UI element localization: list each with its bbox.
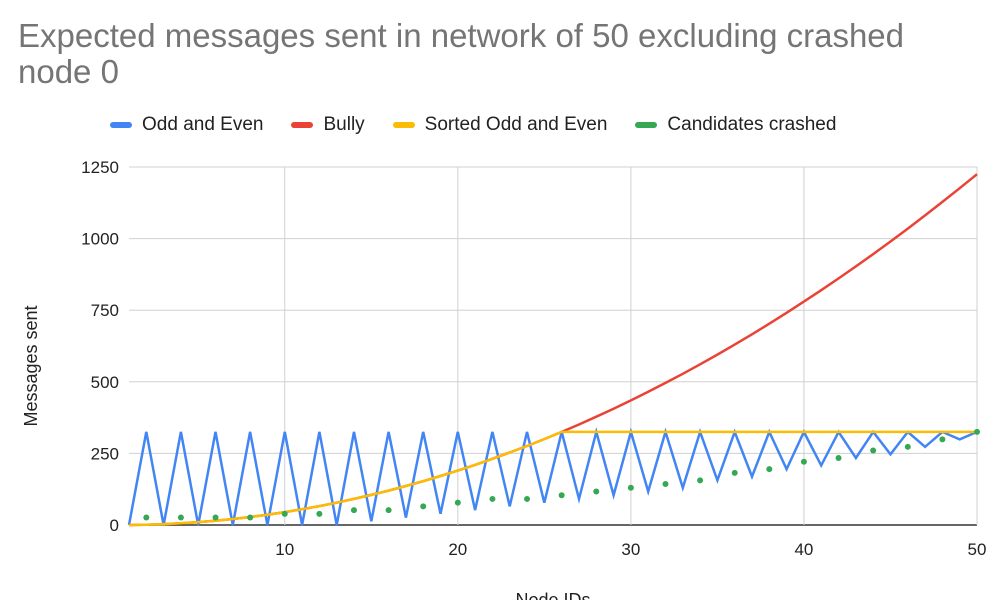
candidates-crashed-point [385, 507, 392, 514]
candidates-crashed-point [766, 466, 773, 473]
x-tick-label: 20 [448, 540, 467, 559]
y-tick-label: 0 [110, 516, 119, 535]
candidates-crashed-point [731, 469, 738, 476]
tick-labels: 0 250 500 750 1000 1250 10 20 30 40 50 [81, 158, 986, 559]
candidates-crashed-point [489, 495, 496, 502]
x-tick-label: 30 [621, 540, 640, 559]
sorted-odd-and-even-line [128, 430, 977, 527]
grid-lines [129, 166, 978, 526]
legend-label-sorted-odd-even: Sorted Odd and Even [424, 114, 608, 135]
legend-swatch-sorted-odd-even [392, 122, 415, 128]
candidates-crashed-point [454, 499, 461, 506]
candidates-crashed-point [939, 436, 946, 443]
legend-swatch-bully [291, 122, 314, 128]
candidates-crashed-point [177, 514, 184, 521]
legend-label-bully: Bully [323, 114, 365, 135]
odd-and-even-line [127, 427, 978, 526]
candidates-crashed-point [870, 447, 877, 454]
chart-legend: Odd and Even Bully Sorted Odd and Even C… [110, 113, 836, 137]
series-layer [127, 173, 980, 527]
legend-swatch-candidates-crashed [635, 122, 658, 128]
candidates-crashed-point [697, 477, 704, 484]
legend-item-sorted-odd-even[interactable]: Sorted Odd and Even [392, 114, 608, 136]
candidates-crashed-point [974, 428, 980, 435]
x-tick-label: 50 [968, 540, 987, 559]
candidates-crashed-point [800, 458, 807, 465]
chart-title: Expected messages sent in network of 50 … [18, 17, 905, 90]
candidates-crashed-point [627, 484, 634, 491]
candidates-crashed-point [524, 495, 531, 502]
candidates-crashed-point [212, 514, 219, 521]
x-tick-label: 10 [275, 540, 294, 559]
legend-label-odd-even: Odd and Even [142, 114, 264, 135]
y-tick-label: 1250 [81, 158, 119, 177]
y-axis-label: Messages sent [21, 305, 41, 426]
candidates-crashed-point [420, 503, 427, 510]
legend-item-candidates-crashed[interactable]: Candidates crashed [635, 114, 836, 136]
candidates-crashed-point [593, 488, 600, 495]
x-tick-label: 40 [794, 540, 813, 559]
candidates-crashed-point [143, 514, 150, 521]
candidates-crashed-point [904, 443, 911, 450]
legend-item-odd-even[interactable]: Odd and Even [110, 114, 263, 136]
y-tick-label: 500 [91, 373, 119, 392]
candidates-crashed-point [558, 492, 565, 499]
candidates-crashed-point [662, 481, 669, 488]
legend-label-candidates-crashed: Candidates crashed [667, 114, 837, 135]
candidates-crashed-point [281, 510, 288, 517]
y-tick-label: 250 [91, 444, 119, 463]
x-axis-label: Node IDs [515, 590, 590, 600]
candidates-crashed-point [835, 454, 842, 461]
candidates-crashed-point [247, 514, 254, 521]
y-tick-label: 1000 [81, 230, 119, 249]
legend-swatch-odd-even [110, 122, 132, 128]
candidates-crashed-point [316, 510, 323, 517]
legend-item-bully[interactable]: Bully [291, 114, 365, 136]
y-tick-label: 750 [91, 301, 119, 320]
candidates-crashed-point [350, 507, 357, 514]
